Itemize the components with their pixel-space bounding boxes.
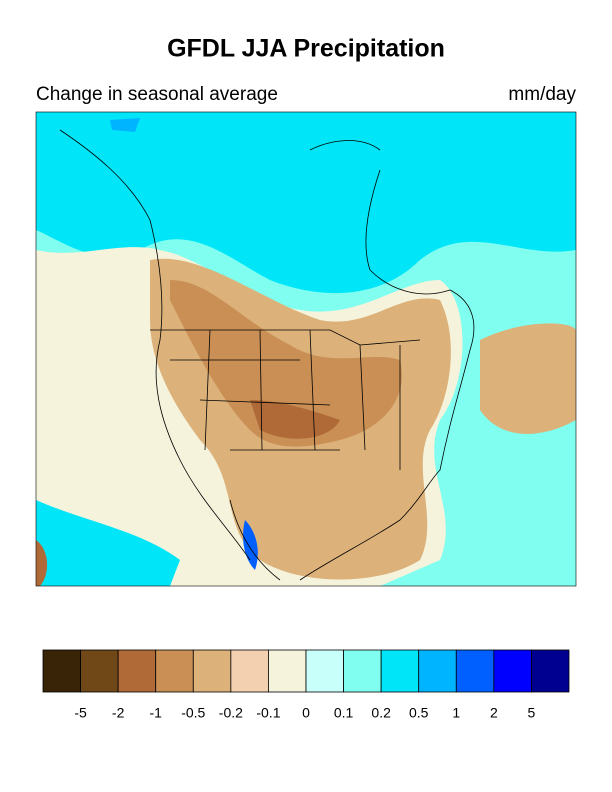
colorbar-label: 0.1 xyxy=(334,705,354,721)
colorbar-label: -0.1 xyxy=(256,705,280,721)
coastlines xyxy=(59,129,475,581)
colorbar-label: -0.2 xyxy=(219,705,243,721)
pacific-dry xyxy=(36,540,48,586)
colorbar-box xyxy=(305,649,344,693)
units: mm/day xyxy=(508,84,576,105)
pacific-wet xyxy=(36,500,180,586)
colorbar-box xyxy=(80,649,119,693)
colorbar-box xyxy=(117,649,157,693)
colorbar-box xyxy=(192,649,232,693)
colorbar-label: 2 xyxy=(490,705,498,721)
colorbar-label: 0.5 xyxy=(409,705,429,721)
colorbar-box xyxy=(268,649,307,693)
colorbar-label: -1 xyxy=(149,705,162,721)
map-frame xyxy=(35,111,577,587)
colorbar-box xyxy=(230,649,269,693)
colorbar-label: -5 xyxy=(74,705,87,721)
colorbar-box xyxy=(531,649,570,693)
colorbar: -5 -2 -1 -0.5 -0.2 -0.1 0 0.1 0.2 0.5 1 2 5 xyxy=(42,649,570,721)
map xyxy=(35,111,577,587)
arctic-wet xyxy=(110,118,140,132)
colorbar-box xyxy=(493,649,532,693)
colorbar-label: 0.2 xyxy=(371,705,391,721)
colorbar-box xyxy=(455,649,495,693)
subtitle: Change in seasonal average xyxy=(36,84,278,105)
atlantic-dry xyxy=(480,323,576,434)
colorbar-box xyxy=(380,649,420,693)
gulf-wet xyxy=(243,520,258,570)
colorbar-label: -2 xyxy=(112,705,125,721)
colorbar-label: -0.5 xyxy=(181,705,205,721)
colorbar-box xyxy=(42,649,81,693)
title: GFDL JJA Precipitation xyxy=(167,35,445,63)
colorbar-box xyxy=(343,649,382,693)
wet-region xyxy=(36,112,576,294)
colorbar-label: 1 xyxy=(452,705,460,721)
colorbar-box xyxy=(155,649,194,693)
colorbar-label: 0 xyxy=(302,705,310,721)
drier-region xyxy=(170,280,402,447)
colorbar-box xyxy=(418,649,457,693)
borders xyxy=(150,329,421,470)
driest-region xyxy=(250,400,340,439)
colorbar-label: 5 xyxy=(528,705,536,721)
